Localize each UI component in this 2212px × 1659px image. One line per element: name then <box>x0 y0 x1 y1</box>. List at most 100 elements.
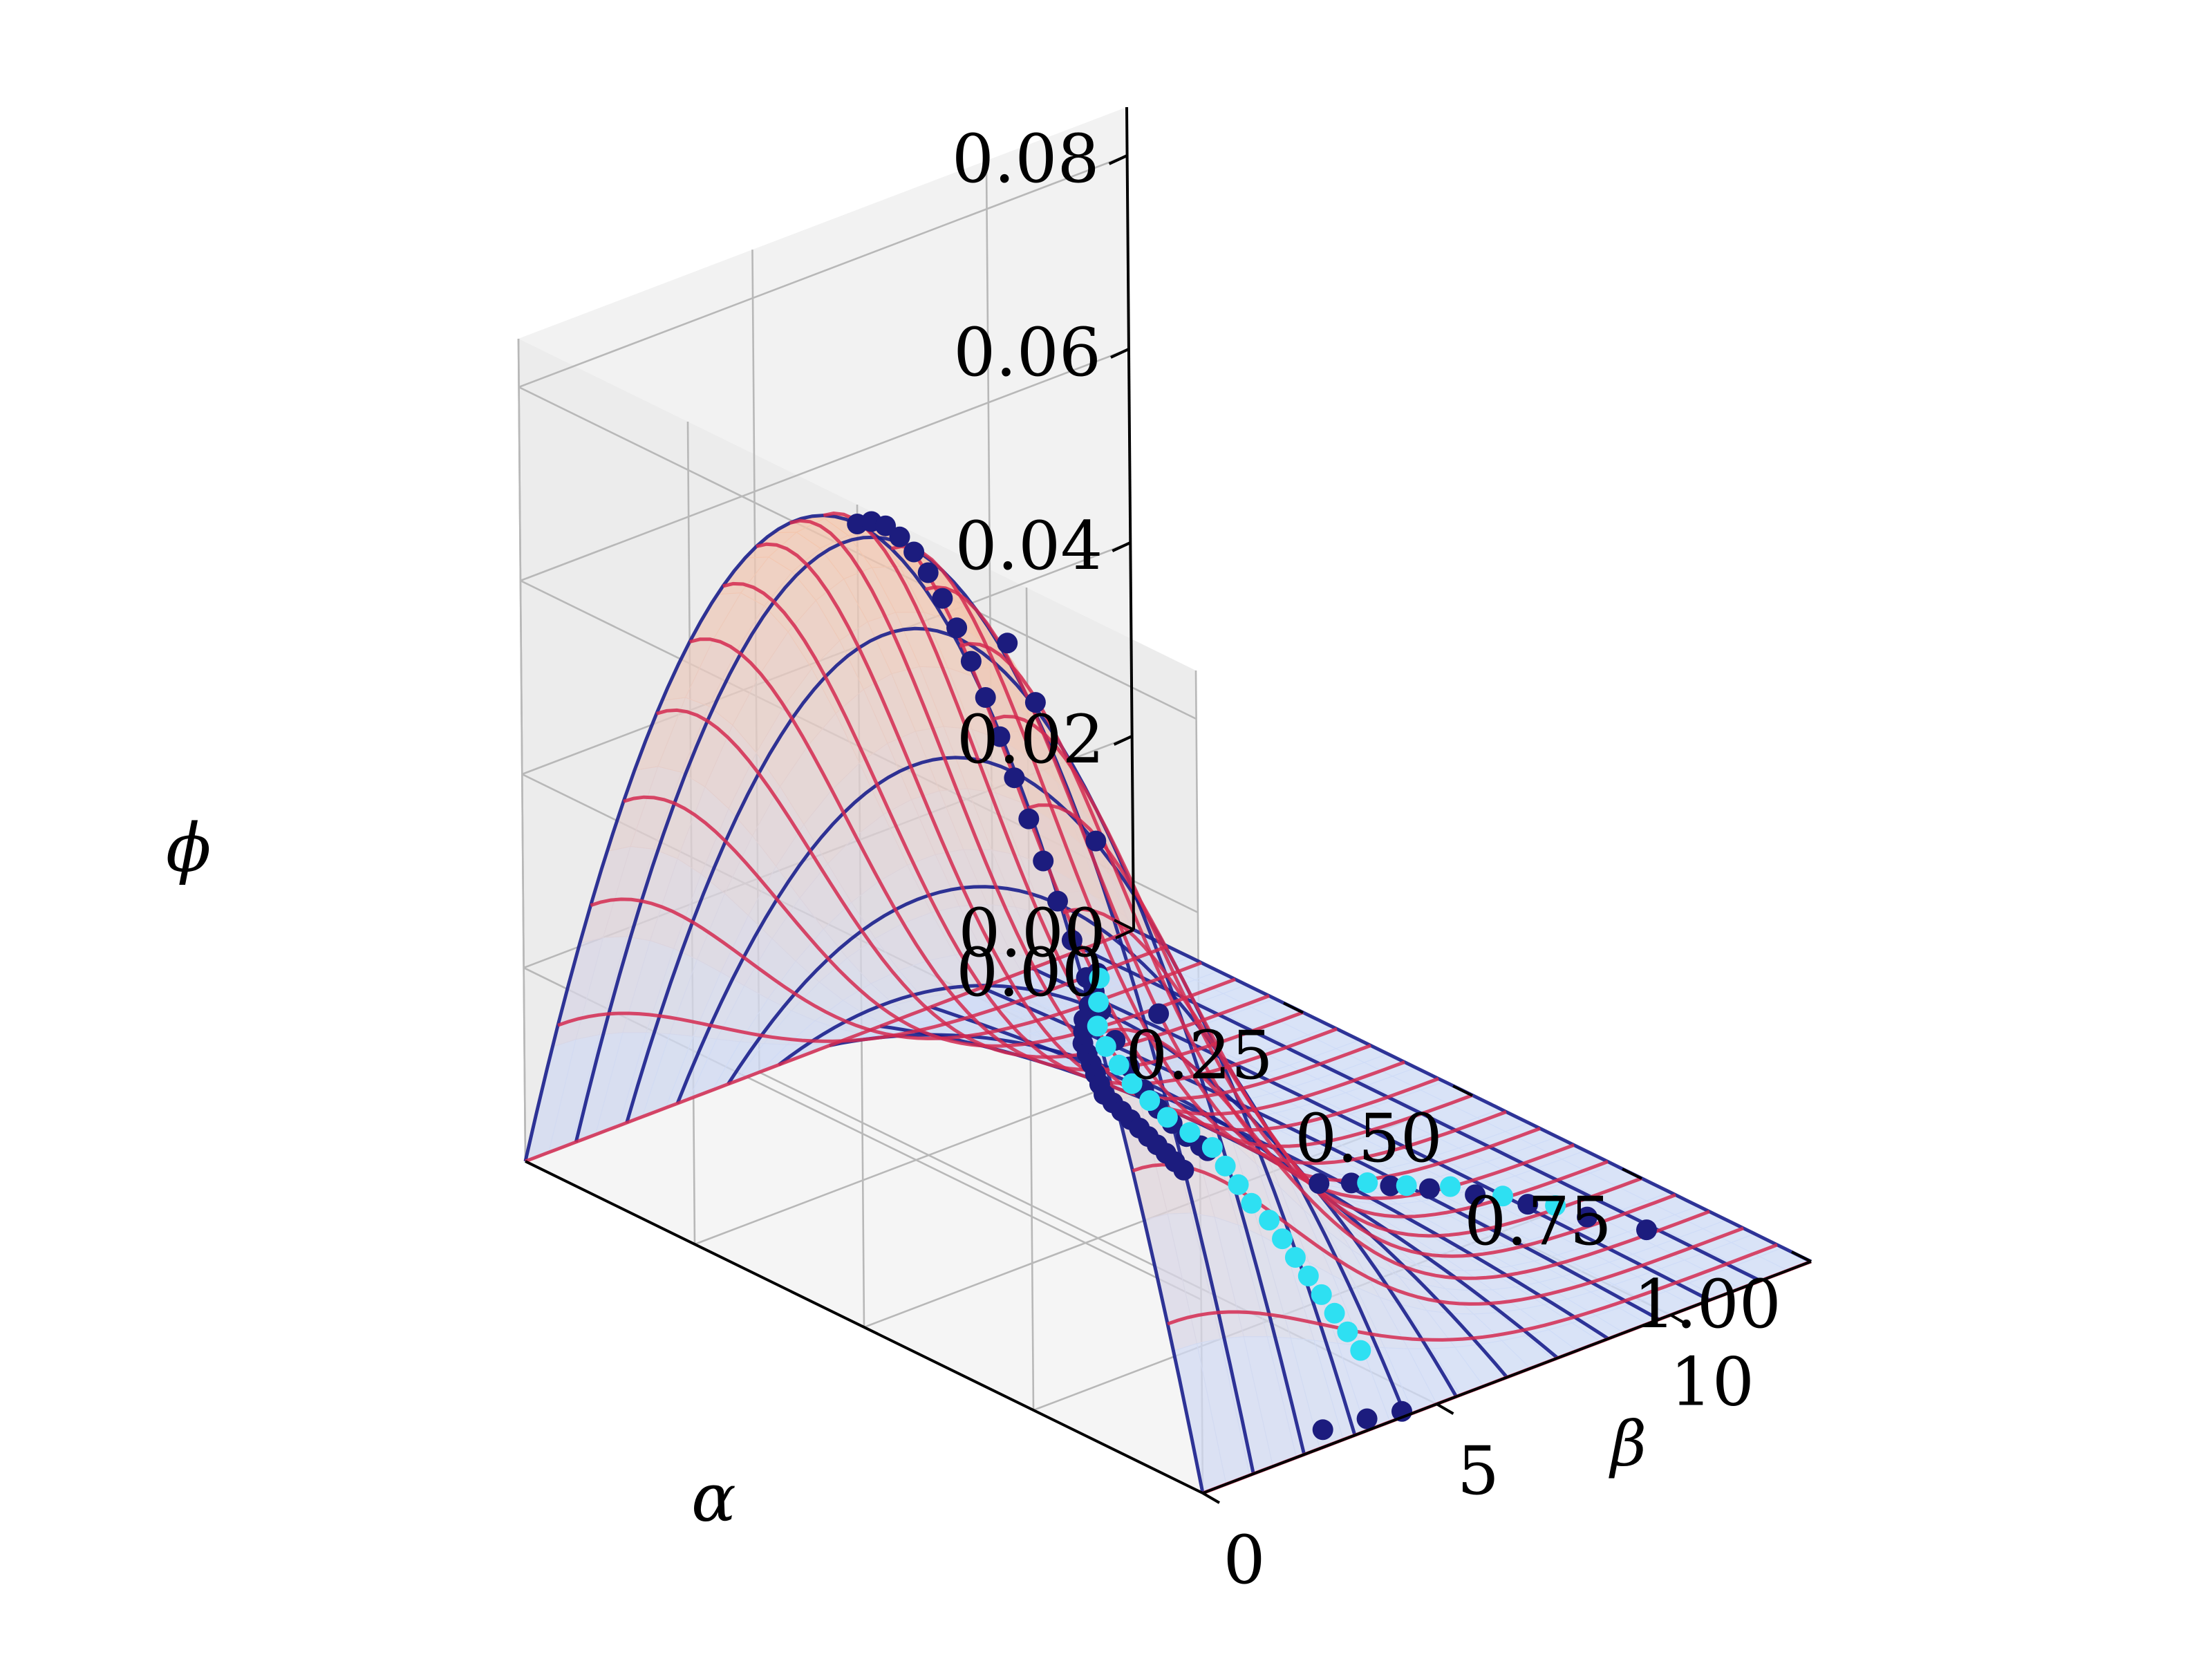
alpha-curve <box>1097 1027 1710 1280</box>
data-point <box>1215 1155 1236 1177</box>
data-point <box>997 632 1018 654</box>
data-point <box>903 541 925 563</box>
data-point <box>932 588 953 609</box>
data-point <box>1108 1054 1130 1076</box>
y-axis-title: β <box>1609 1408 1647 1481</box>
data-point <box>1357 1172 1378 1193</box>
alpha-curve <box>756 542 1371 1100</box>
data-point <box>1148 1003 1170 1024</box>
data-point <box>1024 692 1046 713</box>
z-tick <box>1115 928 1134 939</box>
alpha-curve <box>1167 1243 1778 1342</box>
beta-axis-line <box>1202 1260 1812 1494</box>
data-point <box>1241 1192 1262 1214</box>
alpha-curve <box>557 944 1168 1043</box>
data-point <box>1139 1090 1161 1112</box>
data-point <box>1089 968 1110 988</box>
data-point <box>1272 1228 1293 1250</box>
data-point <box>875 515 896 536</box>
data-point <box>989 726 1011 747</box>
data-point <box>1380 1175 1401 1197</box>
data-point <box>1201 1137 1223 1158</box>
data-point <box>975 687 996 708</box>
data-point <box>1004 767 1025 789</box>
beta-tick <box>1201 1492 1221 1504</box>
z-tick <box>1110 348 1130 359</box>
data-point <box>1418 1178 1440 1199</box>
data-point <box>1312 1419 1333 1441</box>
data-point <box>1577 1206 1598 1228</box>
data-point <box>1309 1173 1330 1194</box>
data-point <box>917 562 939 583</box>
z-tick <box>1108 154 1128 165</box>
data-point <box>1396 1175 1417 1197</box>
data-point <box>960 650 982 672</box>
z-tick-label: 0.08 <box>952 120 1100 198</box>
data-point <box>1356 1408 1378 1430</box>
alpha-curve <box>890 544 1507 1165</box>
beta-tick-label: 10 <box>1670 1343 1754 1421</box>
data-point <box>1492 1185 1513 1207</box>
beta-tick <box>1436 1403 1454 1415</box>
beta-tick-label: 5 <box>1457 1432 1499 1510</box>
data-point <box>1324 1302 1345 1324</box>
data-point <box>1311 1284 1332 1305</box>
alpha-curve <box>623 795 1236 1048</box>
beta-tick-label: 0 <box>1223 1521 1265 1599</box>
tick-labels: 0.000.250.500.751.0005100.000.020.040.06… <box>952 120 1781 1599</box>
alpha-tick <box>1283 1002 1304 1014</box>
data-markers <box>847 511 1657 1441</box>
data-point <box>946 617 968 639</box>
alpha-tick <box>1452 1085 1473 1097</box>
data-point <box>1350 1340 1371 1361</box>
data-point <box>1121 1073 1143 1094</box>
data-point <box>1465 1184 1486 1206</box>
axis-lines <box>525 106 1812 1504</box>
beta-tick <box>1669 1313 1688 1327</box>
data-point <box>1087 1015 1108 1037</box>
alpha-curve <box>1062 907 1676 1258</box>
alpha-tick <box>1114 919 1134 931</box>
gridline-z-left-wall <box>520 348 1130 582</box>
data-point <box>1340 1172 1362 1194</box>
data-point <box>1297 1265 1319 1286</box>
data-point <box>1284 1247 1306 1268</box>
data-point <box>1095 1035 1116 1057</box>
gridline-z-left-wall <box>518 154 1128 388</box>
alpha-axis-line <box>525 1160 1203 1494</box>
data-point <box>1179 1122 1201 1143</box>
z-axis-line <box>1125 106 1135 930</box>
alpha-tick-label: 0.25 <box>1125 1017 1273 1094</box>
alpha-tick-label: 0.75 <box>1464 1183 1612 1260</box>
z-tick-label: 0.04 <box>955 507 1103 585</box>
alpha-tick-label: 1.00 <box>1633 1266 1781 1343</box>
alpha-curve <box>689 637 1304 1072</box>
alpha-tick-label: 0.00 <box>956 934 1104 1011</box>
z-tick-label: 0.06 <box>953 314 1101 391</box>
data-point <box>1173 1159 1194 1181</box>
alpha-tick-label: 0.50 <box>1295 1100 1443 1177</box>
data-point <box>1337 1321 1358 1342</box>
data-point <box>1636 1219 1657 1241</box>
data-point <box>1085 830 1107 852</box>
alpha-curve <box>1028 803 1642 1238</box>
z-axis-title: ϕ <box>166 809 211 887</box>
data-point <box>1156 1107 1178 1128</box>
data-point <box>889 526 910 547</box>
z-tick <box>1112 541 1132 552</box>
alpha-tick <box>1622 1168 1642 1180</box>
data-point <box>1061 930 1082 951</box>
data-point <box>1545 1195 1566 1216</box>
gridline-beta-wall <box>517 338 527 1162</box>
data-point <box>1517 1194 1539 1215</box>
z-tick-label: 0.02 <box>957 701 1105 778</box>
data-point <box>1228 1174 1249 1195</box>
data-point <box>1047 890 1068 912</box>
data-point <box>1088 991 1109 1013</box>
data-point <box>1033 850 1054 872</box>
data-point <box>1259 1210 1280 1231</box>
alpha-tick <box>1791 1250 1812 1263</box>
x-axis-title: α <box>691 1459 736 1537</box>
z-tick-label: 0.00 <box>958 894 1106 972</box>
